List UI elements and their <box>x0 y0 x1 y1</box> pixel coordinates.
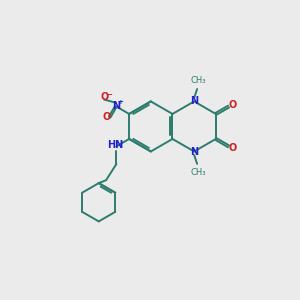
Text: O: O <box>102 112 110 122</box>
Text: O: O <box>228 143 236 153</box>
Text: O: O <box>228 100 236 110</box>
Text: CH₃: CH₃ <box>191 76 206 85</box>
Text: HN: HN <box>107 140 123 150</box>
Text: N: N <box>112 101 120 111</box>
Text: O: O <box>100 92 109 102</box>
Text: N: N <box>190 96 198 106</box>
Text: −: − <box>105 90 112 99</box>
Text: CH₃: CH₃ <box>191 168 206 177</box>
Text: +: + <box>117 99 123 105</box>
Text: N: N <box>190 147 198 157</box>
